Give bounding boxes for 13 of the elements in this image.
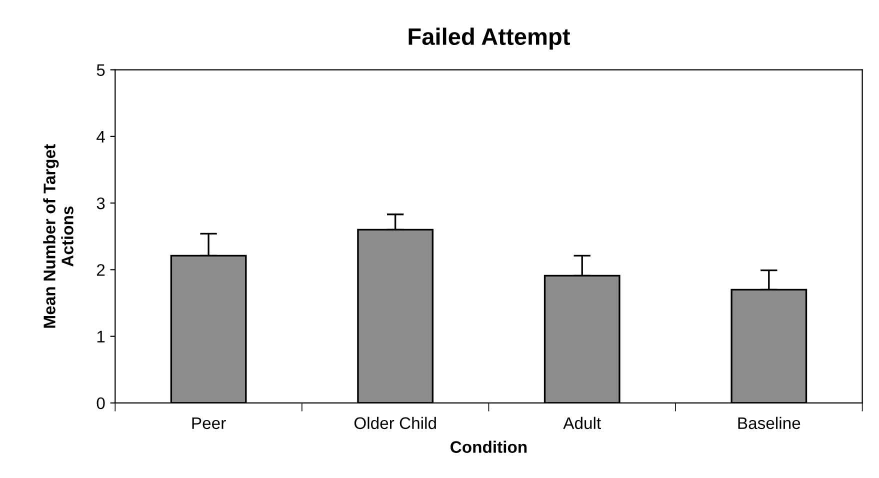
x-tick-label: Adult (563, 416, 601, 430)
x-axis-title: Condition (450, 440, 527, 453)
x-tick-label: Baseline (738, 416, 800, 430)
x-tick-label: Peer (192, 417, 226, 430)
y-tick-label: 3 (96, 197, 105, 210)
y-tick-label: 4 (96, 130, 105, 142)
chart-title: Failed Attempt (408, 28, 570, 50)
x-tick-label: Older Child (354, 416, 436, 430)
y-tick-label: 5 (96, 64, 105, 76)
y-tick-label: 0 (96, 397, 105, 410)
y-axis-title: Mean Number of Target Actions (43, 144, 74, 328)
y-tick-label: 1 (97, 330, 105, 342)
y-tick-label: 2 (96, 264, 105, 276)
